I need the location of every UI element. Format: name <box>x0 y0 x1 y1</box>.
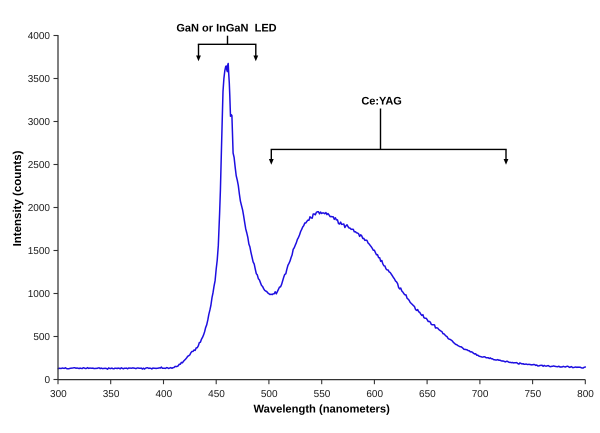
svg-text:Wavelength (nanometers): Wavelength (nanometers) <box>254 404 391 416</box>
svg-text:GaN or InGaN LED: GaN or InGaN LED <box>176 23 276 35</box>
svg-text:2500: 2500 <box>28 160 51 171</box>
svg-text:0: 0 <box>44 375 50 386</box>
svg-text:300: 300 <box>50 389 67 400</box>
svg-text:350: 350 <box>103 389 120 400</box>
svg-text:3000: 3000 <box>28 117 51 128</box>
svg-text:700: 700 <box>472 389 489 400</box>
svg-text:1000: 1000 <box>28 289 51 300</box>
svg-text:650: 650 <box>419 389 436 400</box>
svg-text:600: 600 <box>366 389 383 400</box>
svg-text:Ce:YAG: Ce:YAG <box>361 96 402 108</box>
svg-text:Intensity (counts): Intensity (counts) <box>12 150 24 246</box>
svg-text:500: 500 <box>261 389 278 400</box>
svg-text:750: 750 <box>524 389 541 400</box>
svg-text:450: 450 <box>208 389 225 400</box>
svg-text:550: 550 <box>314 389 331 400</box>
svg-text:2000: 2000 <box>28 203 51 214</box>
svg-text:800: 800 <box>577 389 594 400</box>
svg-text:500: 500 <box>33 332 50 343</box>
svg-text:3500: 3500 <box>28 74 51 85</box>
svg-text:1500: 1500 <box>28 246 51 257</box>
svg-text:4000: 4000 <box>28 31 51 42</box>
svg-text:400: 400 <box>155 389 172 400</box>
